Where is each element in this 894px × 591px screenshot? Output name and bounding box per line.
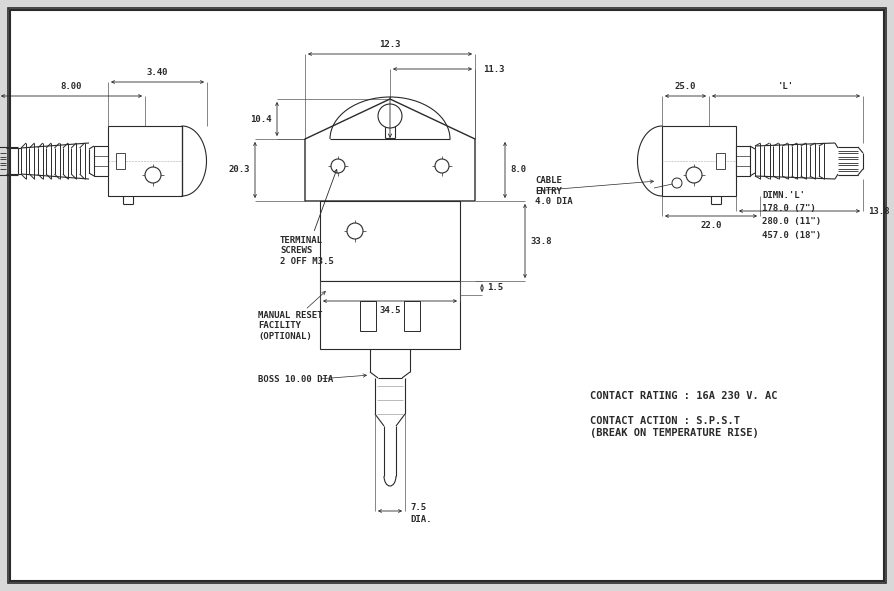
Text: 7.5: 7.5 bbox=[410, 502, 426, 511]
Text: CABLE
ENTRY
4.0 DIA: CABLE ENTRY 4.0 DIA bbox=[535, 176, 573, 206]
Text: 10.4: 10.4 bbox=[250, 115, 272, 124]
Bar bbox=[360, 301, 376, 331]
Text: CONTACT RATING : 16A 230 V. AC: CONTACT RATING : 16A 230 V. AC bbox=[590, 391, 778, 401]
Circle shape bbox=[378, 104, 402, 128]
Text: CONTACT ACTION : S.P.S.T
(BREAK ON TEMPERATURE RISE): CONTACT ACTION : S.P.S.T (BREAK ON TEMPE… bbox=[590, 416, 759, 437]
Circle shape bbox=[331, 159, 345, 173]
Text: 13.8: 13.8 bbox=[868, 206, 890, 216]
Bar bbox=[116, 153, 125, 169]
Bar bbox=[320, 201, 460, 281]
Text: TERMINAL
SCREWS
2 OFF M3.5: TERMINAL SCREWS 2 OFF M3.5 bbox=[280, 170, 337, 266]
Bar bbox=[716, 153, 725, 169]
Text: 12.3: 12.3 bbox=[379, 40, 401, 49]
Text: 8.00: 8.00 bbox=[60, 82, 81, 91]
Text: MANUAL RESET
FACILITY
(OPTIONAL): MANUAL RESET FACILITY (OPTIONAL) bbox=[258, 311, 323, 341]
Text: DIMN.'L'
178.0 (7")
280.0 (11")
457.0 (18"): DIMN.'L' 178.0 (7") 280.0 (11") 457.0 (1… bbox=[762, 191, 821, 239]
Circle shape bbox=[672, 178, 682, 188]
Text: 34.5: 34.5 bbox=[379, 306, 401, 315]
Text: 11.3: 11.3 bbox=[483, 64, 504, 73]
Text: 'L': 'L' bbox=[778, 82, 794, 91]
Bar bbox=[320, 281, 460, 349]
Bar bbox=[108, 126, 182, 196]
Text: 22.0: 22.0 bbox=[700, 221, 721, 230]
Text: 20.3: 20.3 bbox=[229, 165, 250, 174]
Bar bbox=[662, 126, 736, 196]
Bar bbox=[94, 146, 108, 176]
Text: 3.40: 3.40 bbox=[147, 68, 168, 77]
Text: 25.0: 25.0 bbox=[674, 82, 696, 91]
Circle shape bbox=[686, 167, 702, 183]
Bar bbox=[404, 301, 420, 331]
Text: 8.0: 8.0 bbox=[510, 165, 527, 174]
Circle shape bbox=[435, 159, 449, 173]
Text: 33.8: 33.8 bbox=[530, 236, 552, 245]
Circle shape bbox=[347, 223, 363, 239]
Text: 1.5: 1.5 bbox=[487, 284, 503, 293]
Bar bbox=[736, 146, 750, 176]
Circle shape bbox=[145, 167, 161, 183]
Text: DIA.: DIA. bbox=[410, 515, 432, 524]
Text: BOSS 10.00 DIA: BOSS 10.00 DIA bbox=[258, 375, 333, 384]
